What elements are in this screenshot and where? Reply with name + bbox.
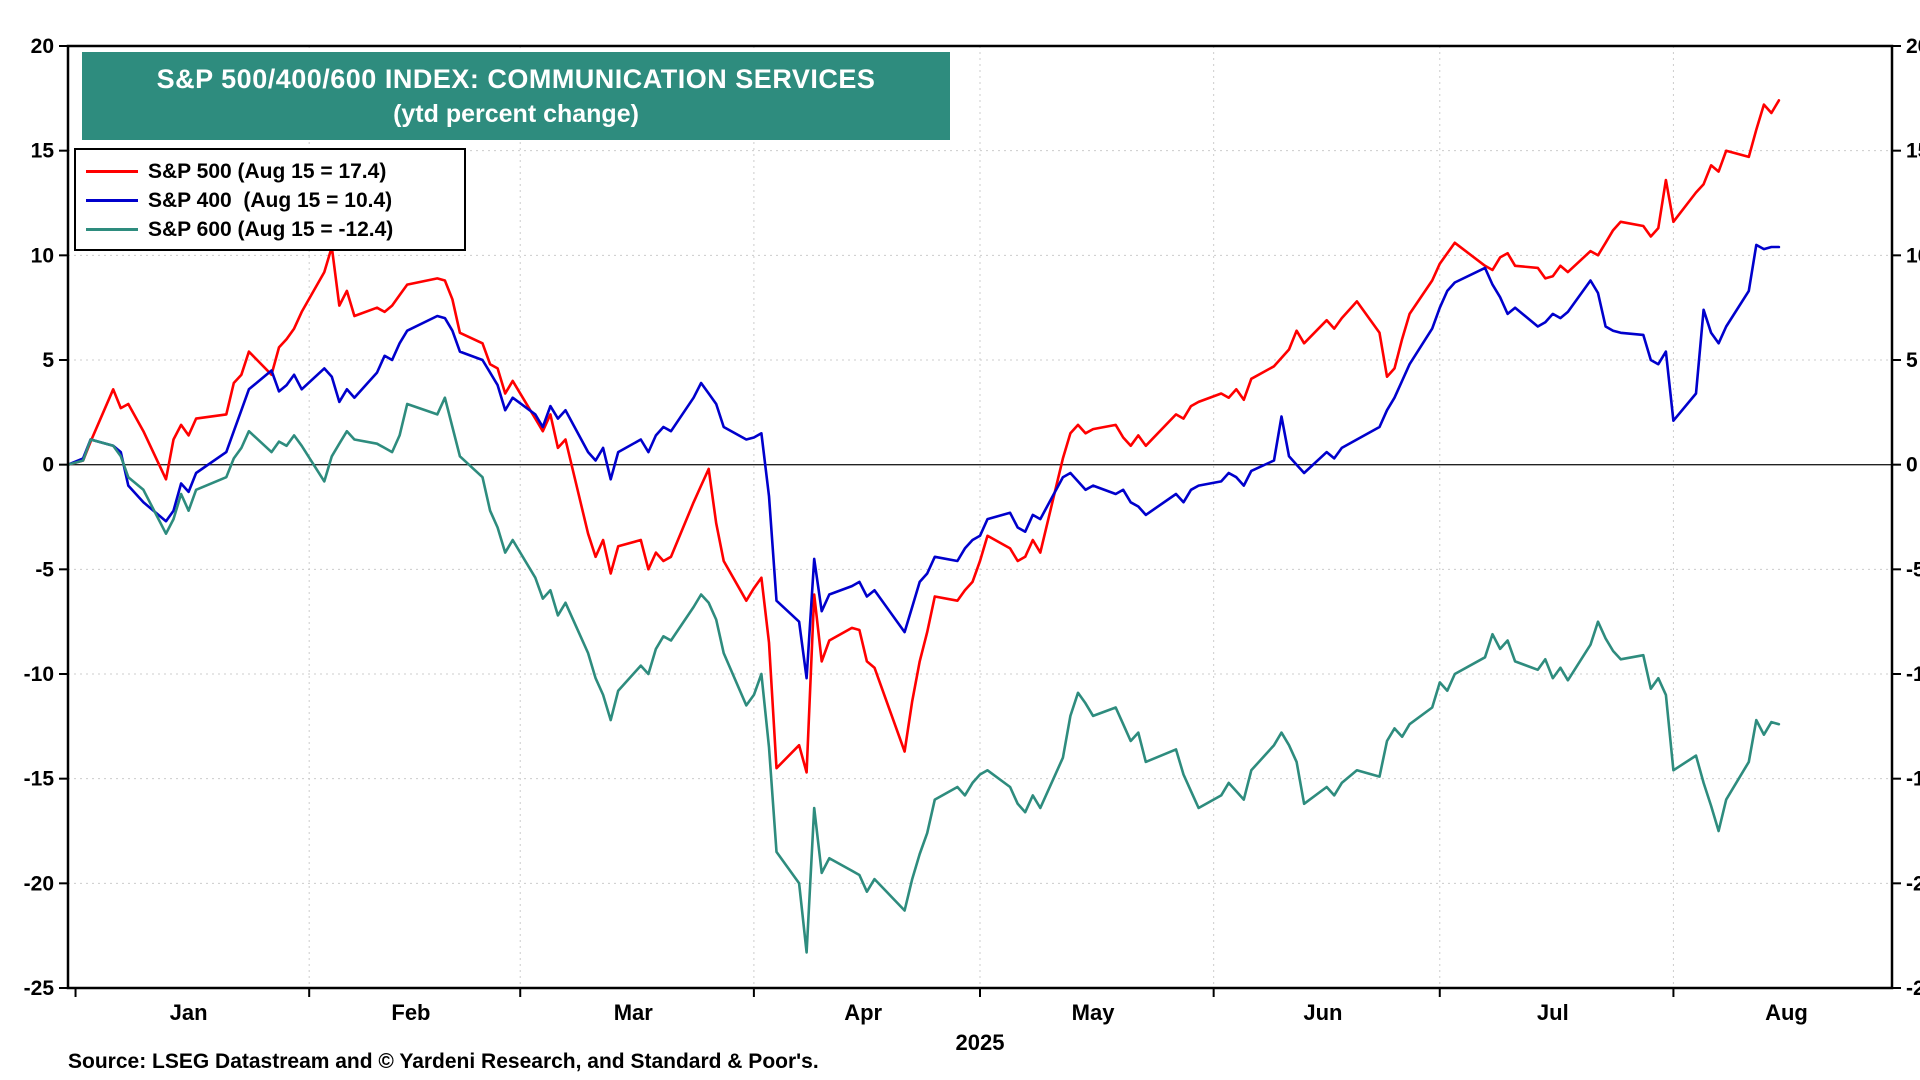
y-tick-label-right: -15 [1906,768,1920,791]
y-tick-label-right: -5 [1906,558,1920,581]
y-tick-label-right: 5 [1906,349,1918,372]
legend: S&P 500 (Aug 15 = 17.4) S&P 400 (Aug 15 … [74,148,466,251]
x-month-label: Jul [1537,1000,1569,1025]
y-tick-label-left: -10 [24,663,54,686]
legend-label-sp600: S&P 600 (Aug 15 = -12.4) [148,217,394,241]
legend-swatch-sp500 [86,170,138,173]
y-tick-label-right: 15 [1906,140,1920,163]
y-tick-label-left: 10 [31,244,54,267]
legend-label-sp400: S&P 400 (Aug 15 = 10.4) [148,188,393,212]
x-year-label: 2025 [956,1030,1005,1055]
x-month-label: Aug [1765,1000,1808,1025]
chart-title-line1: S&P 500/400/600 INDEX: COMMUNICATION SER… [156,63,876,94]
y-tick-label-right: 0 [1906,454,1918,477]
x-month-label: May [1072,1000,1116,1025]
legend-swatch-sp600 [86,228,138,231]
y-tick-label-right: -10 [1906,663,1920,686]
y-tick-label-left: 5 [42,349,54,372]
legend-item-sp500: S&P 500 (Aug 15 = 17.4) [86,157,464,186]
y-tick-label-left: -20 [24,872,54,895]
chart-title-line2: (ytd percent change) [393,99,639,128]
series-line-sp600 [66,396,1781,954]
series-line-sp400 [66,243,1781,680]
x-month-label: Apr [844,1000,882,1025]
source-note: Source: LSEG Datastream and © Yardeni Re… [68,1050,819,1073]
legend-item-sp600: S&P 600 (Aug 15 = -12.4) [86,215,464,244]
legend-item-sp400: S&P 400 (Aug 15 = 10.4) [86,186,464,215]
y-tick-label-right: 20 [1906,35,1920,58]
y-tick-label-right: -25 [1906,977,1920,1000]
y-tick-label-left: 15 [31,140,55,163]
y-tick-label-left: 20 [31,35,54,58]
y-tick-label-right: -20 [1906,872,1920,895]
x-month-label: Jun [1303,1000,1342,1025]
x-month-label: Mar [614,1000,654,1025]
chart-title-box: S&P 500/400/600 INDEX: COMMUNICATION SER… [82,52,950,140]
y-tick-label-right: 10 [1906,244,1920,267]
y-tick-label-left: -5 [35,558,54,581]
series-line-sp500 [66,99,1781,774]
legend-swatch-sp400 [86,199,138,202]
y-tick-label-left: -25 [24,977,55,1000]
x-month-label: Jan [170,1000,208,1025]
x-month-label: Feb [391,1000,430,1025]
legend-label-sp500: S&P 500 (Aug 15 = 17.4) [148,159,387,183]
y-tick-label-left: -15 [24,768,55,791]
y-tick-label-left: 0 [42,454,54,477]
